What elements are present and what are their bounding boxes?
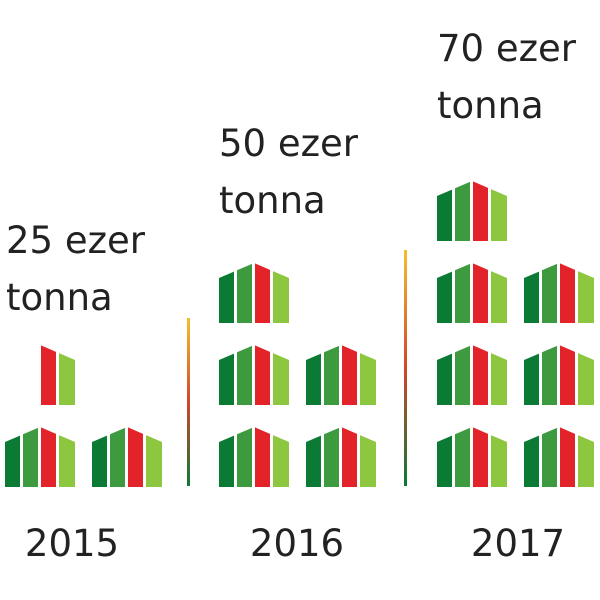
greenhouse-icon: [219, 427, 289, 487]
value-label-2016-text: 50 ezer tonna: [219, 122, 359, 222]
divider-2015-2016: [187, 318, 190, 486]
greenhouse-icon: [524, 263, 594, 323]
greenhouse-icon: [306, 427, 376, 487]
value-label-2017-text: 70 ezer tonna: [437, 27, 577, 127]
greenhouse-icon: [92, 427, 162, 487]
greenhouse-icon: [437, 263, 507, 323]
greenhouse-icon: [41, 345, 75, 405]
greenhouse-icons: [5, 181, 594, 487]
year-label-2016: 2016: [249, 522, 345, 565]
value-label-2016: 50 ezer tonna: [219, 115, 389, 229]
divider-2016-2017: [404, 250, 407, 486]
value-label-2015-text: 25 ezer tonna: [6, 219, 146, 319]
greenhouse-icon: [524, 345, 594, 405]
greenhouse-icon: [437, 181, 507, 241]
greenhouse-icon: [219, 345, 289, 405]
greenhouse-icon: [219, 263, 289, 323]
greenhouse-icon: [524, 427, 594, 487]
greenhouse-icon: [5, 427, 75, 487]
greenhouse-icon: [306, 345, 376, 405]
year-label-2015: 2015: [24, 522, 120, 565]
greenhouse-icon: [437, 345, 507, 405]
greenhouse-icon: [437, 427, 507, 487]
value-label-2017: 70 ezer tonna: [437, 20, 600, 134]
year-label-2017: 2017: [470, 522, 566, 565]
value-label-2015: 25 ezer tonna: [6, 212, 176, 326]
